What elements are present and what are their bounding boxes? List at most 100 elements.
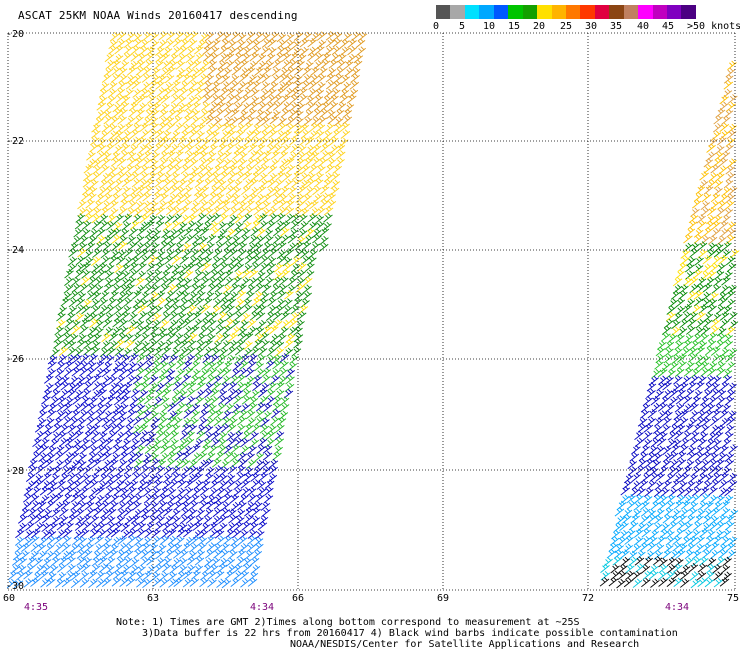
- wind-barb: [727, 382, 737, 392]
- wind-barb: [718, 543, 728, 553]
- wind-barb: [728, 319, 739, 330]
- wind-barb: [95, 402, 106, 413]
- wind-barb: [242, 46, 252, 57]
- wind-barb: [194, 556, 205, 566]
- wind-barb: [34, 514, 45, 524]
- wind-barb: [214, 108, 225, 118]
- wind-barb: [182, 318, 193, 328]
- wind-barb: [82, 514, 92, 524]
- wind-barb: [238, 151, 248, 162]
- wind-barb: [328, 101, 339, 111]
- wind-barb: [657, 402, 668, 412]
- wind-barb: [183, 486, 194, 497]
- wind-barb: [298, 304, 309, 315]
- wind-barb: [240, 578, 250, 588]
- legend-swatch: [522, 5, 538, 19]
- wind-barb: [614, 507, 625, 517]
- wind-barb: [197, 536, 207, 546]
- wind-barb: [693, 389, 703, 400]
- wind-barb: [277, 39, 287, 49]
- wind-barb: [677, 262, 688, 272]
- wind-barb: [55, 451, 65, 461]
- wind-barb: [240, 403, 250, 413]
- wind-barb: [261, 507, 271, 518]
- wind-barb: [114, 213, 124, 224]
- wind-barb: [214, 569, 225, 580]
- wind-barb: [162, 480, 173, 490]
- wind-barb: [117, 459, 128, 469]
- wind-barb: [100, 508, 111, 518]
- wind-barb: [63, 444, 74, 454]
- wind-barb: [140, 255, 150, 265]
- wind-barb: [710, 325, 720, 336]
- wind-barb: [282, 172, 293, 182]
- wind-barb: [132, 213, 143, 224]
- wind-barb: [70, 571, 81, 581]
- wind-barb: [112, 276, 122, 287]
- wind-barb: [715, 304, 726, 315]
- wind-barb: [204, 291, 215, 301]
- wind-barb: [196, 290, 206, 300]
- wind-barb: [176, 312, 187, 322]
- wind-barb: [211, 473, 222, 484]
- wind-barb: [232, 361, 243, 371]
- wind-barb: [250, 88, 260, 98]
- wind-barb: [106, 507, 117, 517]
- wind-barb: [76, 543, 87, 553]
- wind-barb: [104, 270, 114, 280]
- wind-barb: [314, 172, 324, 182]
- wind-barb: [119, 198, 130, 209]
- wind-barb: [609, 536, 620, 546]
- wind-barb: [284, 199, 295, 209]
- wind-barb: [277, 375, 288, 386]
- wind-barb: [194, 52, 204, 63]
- wind-barb: [130, 396, 140, 406]
- wind-barb: [107, 375, 118, 386]
- wind-barb: [112, 317, 122, 328]
- wind-barb: [235, 339, 246, 349]
- wind-barb: [91, 556, 102, 567]
- wind-barb: [162, 556, 172, 567]
- wind-barb: [686, 325, 696, 335]
- wind-barb: [694, 543, 705, 553]
- wind-barb: [136, 136, 147, 147]
- wind-barb: [693, 479, 704, 489]
- wind-barb: [195, 256, 205, 266]
- wind-barb: [720, 499, 731, 510]
- wind-barb: [600, 571, 611, 581]
- wind-barb: [254, 326, 265, 337]
- wind-barb: [630, 514, 640, 524]
- wind-barb: [125, 577, 136, 587]
- wind-barb: [647, 451, 657, 462]
- wind-barb: [252, 157, 263, 168]
- wind-barb: [658, 375, 668, 385]
- wind-barb: [306, 51, 317, 62]
- wind-barb: [239, 570, 250, 580]
- wind-barb: [646, 416, 657, 427]
- wind-barb: [248, 277, 258, 287]
- wind-barb: [718, 220, 729, 230]
- wind-barb: [54, 325, 64, 336]
- wind-barb: [181, 373, 192, 384]
- wind-barb: [210, 438, 221, 448]
- wind-barb: [91, 373, 102, 384]
- wind-barb: [726, 101, 737, 112]
- wind-barb: [217, 143, 228, 153]
- wind-barb: [721, 276, 731, 286]
- wind-barb: [135, 284, 146, 295]
- wind-barb: [183, 528, 193, 538]
- wind-barb: [255, 276, 266, 287]
- wind-barb: [320, 192, 330, 202]
- wind-barb: [110, 157, 121, 167]
- wind-barb: [62, 528, 73, 538]
- wind-barb: [690, 340, 700, 350]
- wind-barb: [113, 395, 124, 406]
- wind-barb: [640, 564, 651, 574]
- wind-barb: [193, 529, 203, 540]
- wind-barb: [690, 578, 701, 589]
- wind-barb: [258, 395, 268, 406]
- wind-barb: [250, 515, 261, 526]
- wind-barb: [251, 507, 261, 517]
- wind-barb: [103, 410, 113, 420]
- wind-barb: [170, 172, 180, 182]
